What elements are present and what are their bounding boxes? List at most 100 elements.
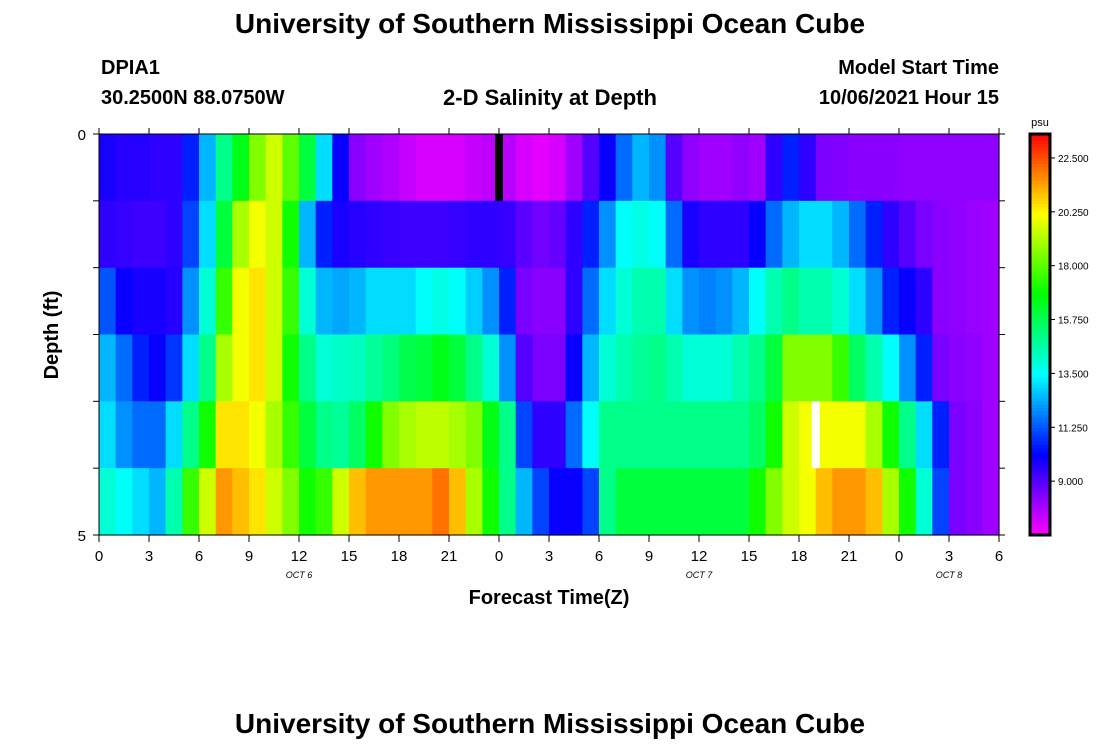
- heatmap-cell: [315, 200, 333, 269]
- colorbar-segment: [1030, 154, 1050, 158]
- heatmap-cell: [365, 468, 383, 536]
- colorbar-segment: [1030, 341, 1050, 346]
- heatmap-cell: [182, 267, 200, 336]
- axis-ticks: 0 3 6 9 12 15 18 21 0 3 6 9 12 15 18 21 0 3 6 OCT 6 OCT 7 OCT…: [78, 127, 1005, 580]
- colorbar-segment: [1030, 274, 1050, 279]
- heatmap-cell: [599, 401, 617, 469]
- colorbar-segment: [1030, 170, 1050, 175]
- heatmap-cell: [949, 401, 967, 469]
- heatmap-cell: [449, 334, 467, 402]
- heatmap-cell: [349, 401, 367, 469]
- colorbar-segment: [1030, 204, 1050, 209]
- colorbar-segment: [1030, 264, 1050, 269]
- colorbar-segment: [1030, 214, 1050, 219]
- heatmap-cell: [432, 468, 450, 536]
- heatmap-cell: [632, 401, 650, 469]
- heatmap-cell: [165, 334, 183, 402]
- data-markers: [495, 134, 820, 469]
- heatmap-cell: [399, 200, 417, 269]
- heatmap-cell: [665, 267, 683, 336]
- heatmap-cell: [582, 267, 600, 336]
- heatmap-cell: [982, 401, 1000, 469]
- heatmap-cell: [165, 401, 183, 469]
- heatmap-cell: [382, 401, 400, 469]
- heatmap-cell: [315, 468, 333, 536]
- station-coordinates: 30.2500N 88.0750W: [101, 87, 285, 109]
- heatmap-cell: [882, 334, 900, 402]
- colorbar-segment: [1030, 524, 1050, 529]
- heatmap-cell: [349, 334, 367, 402]
- heatmap-cell: [665, 134, 683, 202]
- heatmap-cell: [599, 134, 617, 202]
- heatmap-cell: [915, 468, 933, 536]
- heatmap-cell: [532, 468, 550, 536]
- colorbar-segment: [1030, 314, 1050, 319]
- heatmap-cell: [565, 200, 583, 269]
- heatmap-cell: [965, 401, 983, 469]
- heatmap-cell: [782, 468, 800, 536]
- heatmap-cell: [982, 200, 1000, 269]
- colorbar-segment: [1030, 187, 1050, 192]
- heatmap-cell: [932, 200, 950, 269]
- heatmap-cell: [432, 134, 450, 202]
- heatmap-cell: [882, 267, 900, 336]
- heatmap-cell: [582, 200, 600, 269]
- heatmap-cell: [532, 267, 550, 336]
- day-label: OCT 7: [686, 570, 713, 580]
- heatmap-cell: [99, 468, 117, 536]
- colorbar-segment: [1030, 210, 1050, 215]
- colorbar-segment: [1030, 234, 1050, 239]
- colorbar-segment: [1030, 431, 1050, 436]
- colorbar-segment: [1030, 461, 1050, 466]
- x-tick-label: 9: [245, 548, 253, 565]
- colorbar-segment: [1030, 444, 1050, 449]
- colorbar-segment: [1030, 220, 1050, 225]
- colorbar-segment: [1030, 518, 1050, 523]
- colorbar-segment: [1030, 291, 1050, 295]
- heatmap-cell: [482, 200, 500, 269]
- colorbar-segment: [1030, 424, 1050, 429]
- colorbar-segment: [1030, 321, 1050, 326]
- heatmap-cell: [215, 334, 233, 402]
- colorbar-segment: [1030, 324, 1050, 329]
- heatmap-cell: [899, 134, 917, 202]
- heatmap-cell: [649, 401, 667, 469]
- heatmap-cell: [815, 134, 833, 202]
- colorbar-segment: [1030, 284, 1050, 289]
- heatmap-cell: [849, 134, 867, 202]
- x-tick-label: 6: [995, 548, 1003, 565]
- x-tick-label: 3: [145, 548, 153, 565]
- heatmap-cell: [982, 134, 1000, 202]
- heatmap-cell: [382, 267, 400, 336]
- heatmap-cells: [99, 134, 1000, 536]
- heatmap-cell: [332, 401, 350, 469]
- heatmap-cell: [982, 334, 1000, 402]
- heatmap-cell: [249, 200, 267, 269]
- heatmap-cell: [599, 267, 617, 336]
- heatmap-cell: [582, 334, 600, 402]
- colorbar-segment: [1030, 277, 1050, 282]
- heatmap-cell: [132, 401, 150, 469]
- plot-title: 2-D Salinity at Depth: [443, 85, 657, 110]
- heatmap-cell: [765, 267, 783, 336]
- heatmap-cell: [215, 267, 233, 336]
- heatmap-cell: [299, 267, 317, 336]
- heatmap-cell: [632, 200, 650, 269]
- colorbar-segment: [1030, 484, 1050, 489]
- heatmap-cell: [199, 401, 217, 469]
- heatmap-cell: [515, 334, 533, 402]
- heatmap-cell: [765, 200, 783, 269]
- heatmap-cell: [515, 267, 533, 336]
- heatmap-cell: [532, 134, 550, 202]
- heatmap-cell: [682, 267, 700, 336]
- heatmap-cell: [632, 267, 650, 336]
- heatmap-cell: [515, 468, 533, 536]
- heatmap-cell: [782, 334, 800, 402]
- heatmap-cell: [649, 267, 667, 336]
- heatmap-cell: [282, 468, 300, 536]
- heatmap-cell: [615, 468, 633, 536]
- colorbar-segment: [1030, 491, 1050, 496]
- heatmap-cell: [882, 468, 900, 536]
- colorbar-segment: [1030, 267, 1050, 272]
